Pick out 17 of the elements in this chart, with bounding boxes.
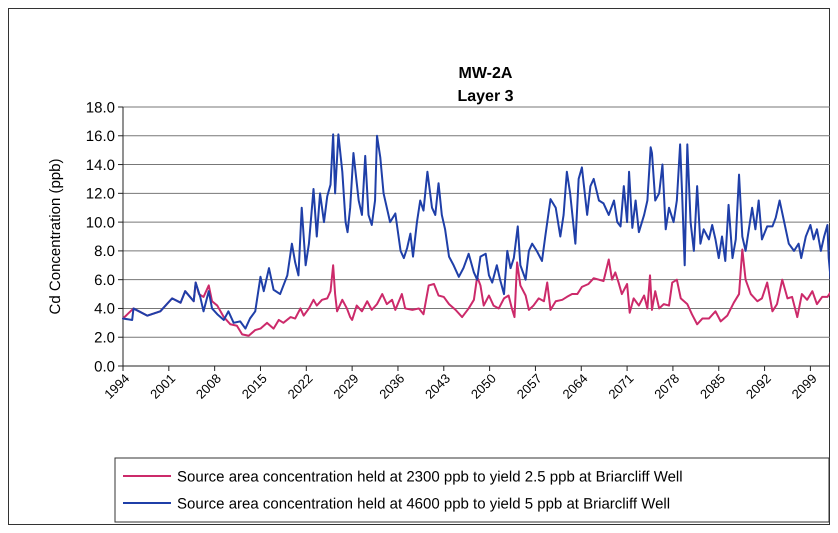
y-tick-label: 6.0 xyxy=(94,272,115,289)
y-tick-label: 8.0 xyxy=(94,243,115,260)
y-tick-label: 14.0 xyxy=(86,156,115,174)
line-series xyxy=(122,133,830,330)
legend-label: Source area concentration held at 4600 ppb to yield 5 ppb at Briarcliff Well xyxy=(177,495,670,512)
chart-subtitle: Layer 3 xyxy=(457,88,514,105)
line-series xyxy=(122,248,830,337)
chart-title: MW-2A xyxy=(458,65,513,82)
y-tick-label: 12.0 xyxy=(86,186,115,203)
y-tick-label: 2.0 xyxy=(94,329,115,346)
y-tick-label: 0.0 xyxy=(94,358,115,376)
y-axis-title: Cd Concentration (ppb) xyxy=(47,158,64,314)
y-tick-label: 16.0 xyxy=(86,128,115,146)
y-tick-label: 10.0 xyxy=(86,214,115,232)
legend-label: Source area concentration held at 2300 ppb to yield 2.5 ppb at Briarcliff Well xyxy=(177,468,683,486)
y-tick-label: 4.0 xyxy=(94,300,115,318)
y-tick-label: 18.0 xyxy=(86,99,115,116)
